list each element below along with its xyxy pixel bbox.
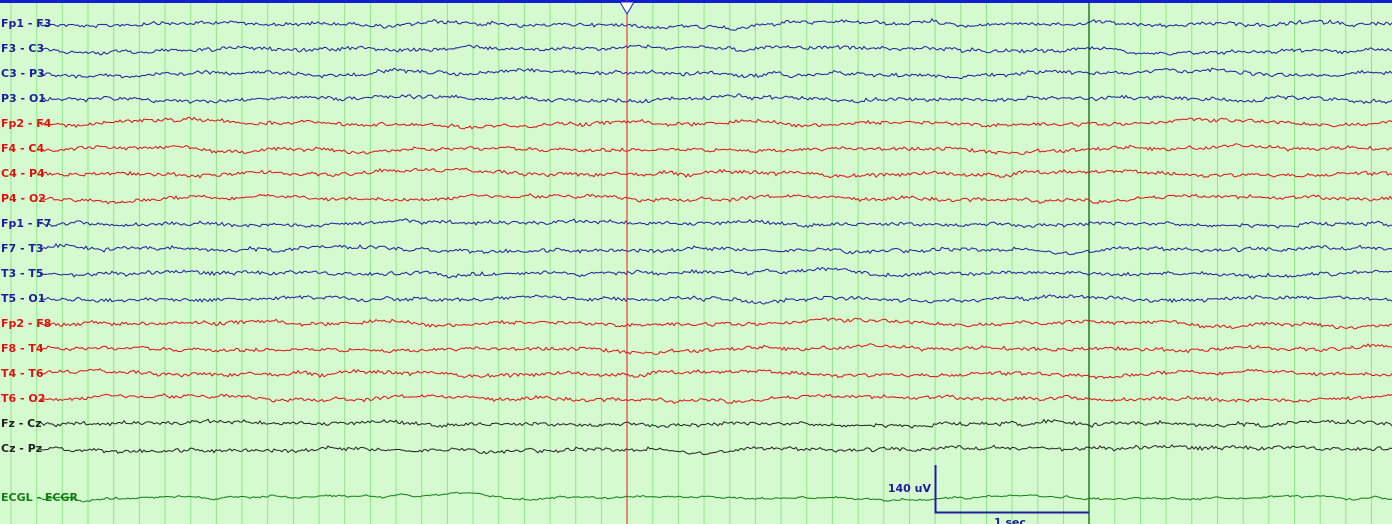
eeg-trace: [39, 444, 1392, 456]
channel-labels: Fp1 - F3 F3 - C3 C3 - P3 P3 - O1 Fp2 - F4 F4 …: [1, 17, 78, 504]
eeg-trace: [40, 368, 1392, 380]
channel-label: F7 - T3: [1, 242, 44, 255]
time-scale: 1 sec: [994, 516, 1026, 524]
channel-label: T6 - O2: [1, 392, 45, 405]
eeg-trace: [39, 317, 1392, 330]
channel-label: Fp1 - F3: [1, 17, 51, 30]
eeg-trace: [39, 167, 1392, 179]
eeg-trace: [39, 294, 1392, 305]
channel-label: ECGL - ECGR: [1, 491, 78, 504]
eeg-trace: [39, 67, 1392, 79]
channel-label: C3 - P3: [1, 67, 45, 80]
channel-label: T4 - T6: [1, 367, 44, 380]
channel-label: Cz - Pz: [1, 442, 42, 455]
channel-label: Fz - Cz: [1, 417, 42, 430]
channel-label: T3 - T5: [1, 267, 44, 280]
channel-label: F4 - C4: [1, 142, 44, 155]
traces: [39, 18, 1392, 503]
eeg-trace: [39, 491, 1392, 503]
eeg-trace: [39, 267, 1392, 279]
channel-label: Fp2 - F4: [1, 117, 52, 130]
eeg-trace: [39, 218, 1392, 229]
eeg-trace: [39, 393, 1392, 405]
eeg-trace: [39, 18, 1392, 31]
eeg-trace: [39, 418, 1392, 429]
channel-label: T5 - O1: [1, 292, 45, 305]
eeg-trace: [39, 93, 1392, 105]
eeg-trace: [39, 44, 1392, 56]
channel-label: Fp1 - F7: [1, 217, 51, 230]
channel-label: P4 - O2: [1, 192, 46, 205]
channel-label: F8 - T4: [1, 342, 44, 355]
channel-label: Fp2 - F8: [1, 317, 51, 330]
eeg-trace: [39, 143, 1392, 155]
scale-bar: [934, 465, 1089, 514]
amplitude-scale: 140 uV: [888, 482, 932, 495]
eeg-trace: [39, 242, 1392, 256]
channel-label: P3 - O1: [1, 92, 46, 105]
cursor-handle[interactable]: [619, 1, 635, 15]
eeg-trace: [39, 193, 1392, 205]
channel-label: C4 - P4: [1, 167, 45, 180]
eeg-trace: [39, 116, 1392, 130]
channel-label: F3 - C3: [1, 42, 44, 55]
eeg-trace: [39, 343, 1392, 355]
time-grid: [10, 0, 1372, 524]
